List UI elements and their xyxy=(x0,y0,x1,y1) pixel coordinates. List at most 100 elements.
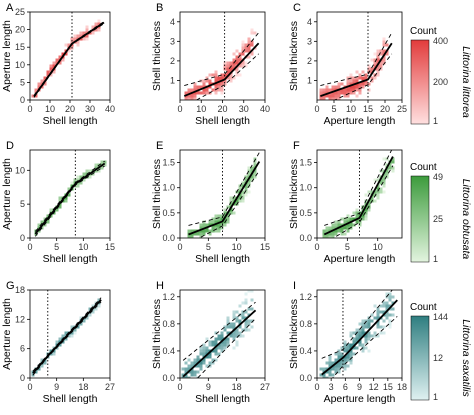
density-tile xyxy=(232,331,236,335)
density-tile xyxy=(346,229,350,233)
density-tile xyxy=(325,367,329,371)
density-tile xyxy=(376,178,380,182)
x-tick-label: 5 xyxy=(206,242,211,252)
density-tile xyxy=(253,160,257,164)
density-tile xyxy=(199,223,203,227)
density-tile xyxy=(358,343,362,347)
density-tile xyxy=(82,37,86,41)
density-tile xyxy=(391,160,395,164)
density-tile xyxy=(43,76,47,80)
y-tick-label: 5 xyxy=(20,199,25,209)
density-tile xyxy=(214,223,218,227)
density-tile xyxy=(232,211,236,215)
density-tile xyxy=(184,370,188,374)
density-tile xyxy=(238,304,242,308)
density-tile xyxy=(70,37,74,41)
density-tile xyxy=(49,352,53,356)
density-tile xyxy=(94,163,98,167)
density-tile xyxy=(340,91,344,95)
density-tile xyxy=(214,91,218,95)
density-tile xyxy=(370,334,374,338)
density-tile xyxy=(49,64,53,68)
density-tile xyxy=(193,370,197,374)
density-tile xyxy=(358,91,362,95)
x-tick-label: 15 xyxy=(105,242,115,252)
density-tile xyxy=(376,307,380,311)
density-tile xyxy=(202,349,206,353)
density-tile xyxy=(199,364,203,368)
density-tile xyxy=(223,79,227,83)
species-label: Littorina obtusata xyxy=(460,179,472,260)
density-tile xyxy=(343,88,347,92)
density-tile xyxy=(328,361,332,365)
density-tile xyxy=(223,61,227,65)
density-tile xyxy=(37,85,41,89)
legend-title: Count xyxy=(410,162,437,173)
density-tile xyxy=(241,190,245,194)
legend-tick-label: 49 xyxy=(433,172,443,182)
density-tile xyxy=(376,67,380,71)
density-tile xyxy=(73,328,77,332)
density-tile xyxy=(217,217,221,221)
density-tile xyxy=(367,202,371,206)
density-tile xyxy=(229,208,233,212)
density-tile xyxy=(244,187,248,191)
density-tile xyxy=(229,79,233,83)
density-tile xyxy=(208,343,212,347)
density-tile xyxy=(46,214,50,218)
density-tile xyxy=(373,316,377,320)
density-tile xyxy=(91,25,95,29)
density-tile xyxy=(235,67,239,71)
density-tile xyxy=(250,52,254,56)
density-tile xyxy=(244,49,248,53)
density-tile xyxy=(220,85,224,89)
density-tile xyxy=(85,37,89,41)
x-tick-label: 20 xyxy=(65,104,75,114)
density-tile xyxy=(382,184,386,188)
density-tile xyxy=(247,307,251,311)
density-tile xyxy=(352,88,356,92)
density-tile xyxy=(388,292,392,296)
density-tile xyxy=(370,58,374,62)
density-tile xyxy=(343,367,347,371)
density-tile xyxy=(340,229,344,233)
density-tile xyxy=(88,175,92,179)
density-tile xyxy=(247,313,251,317)
density-tile xyxy=(238,73,242,77)
density-tile xyxy=(217,76,221,80)
density-tile xyxy=(205,76,209,80)
density-tile xyxy=(214,331,218,335)
x-tick-label: 18 xyxy=(232,382,242,392)
density-tile xyxy=(373,61,377,65)
density-tile xyxy=(211,358,215,362)
density-tile xyxy=(196,370,200,374)
y-tick-label: 1.0 xyxy=(162,183,175,193)
density-tile xyxy=(379,331,383,335)
y-tick-label: 1.2 xyxy=(162,292,175,302)
density-tile xyxy=(67,43,71,47)
density-tile xyxy=(226,220,230,224)
fit-lines xyxy=(188,152,261,238)
density-tile xyxy=(334,85,338,89)
density-tile xyxy=(223,343,227,347)
density-tile xyxy=(382,37,386,41)
density-tile xyxy=(343,349,347,353)
density-tile xyxy=(319,97,323,100)
density-tile xyxy=(49,73,53,77)
plot-frame xyxy=(179,289,266,379)
density-tile xyxy=(358,328,362,332)
density-tile xyxy=(337,91,341,95)
density-tile xyxy=(355,85,359,89)
y-axis-label: Aperture length xyxy=(1,298,13,370)
density-tile xyxy=(226,325,230,329)
x-tick-label: 10 xyxy=(373,242,383,252)
legend-tick-label: 25 xyxy=(433,214,443,224)
density-tile xyxy=(202,223,206,227)
density-tile xyxy=(358,85,362,89)
density-tile xyxy=(364,337,368,341)
density-tile xyxy=(389,287,392,290)
density-tile xyxy=(343,358,347,362)
density-tile xyxy=(184,97,188,100)
density-tile xyxy=(52,349,56,353)
